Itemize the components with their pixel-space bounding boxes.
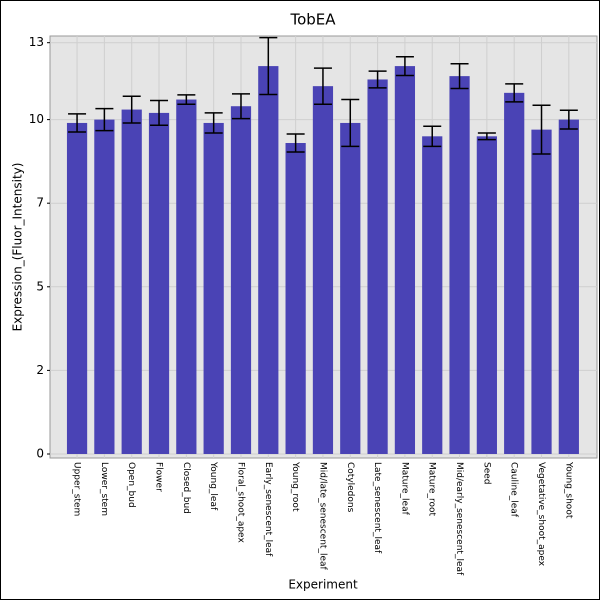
bar bbox=[176, 99, 197, 454]
bar bbox=[367, 79, 388, 454]
x-tick-label: Cotyledons bbox=[345, 462, 355, 513]
bar bbox=[394, 66, 416, 454]
error-bar bbox=[122, 95, 141, 124]
x-tick-label: Vegetative_shoot_apex bbox=[536, 462, 546, 567]
y-tick-label: 13 bbox=[29, 35, 44, 49]
bar bbox=[66, 122, 88, 454]
x-tick-label: Flower bbox=[154, 462, 164, 492]
error-bar bbox=[423, 125, 442, 148]
error-bar bbox=[286, 133, 305, 153]
bar bbox=[422, 136, 443, 454]
x-tick-label: Young_leaf bbox=[208, 461, 218, 511]
x-tick-label: Mature_root bbox=[427, 462, 437, 517]
bar bbox=[203, 122, 224, 454]
y-axis-label: Expression_(Fluor_Intensity) bbox=[11, 163, 25, 332]
error-bar bbox=[450, 63, 469, 90]
bar bbox=[531, 129, 552, 454]
error-bar bbox=[231, 93, 250, 120]
bar bbox=[504, 92, 525, 454]
error-bar bbox=[368, 70, 387, 89]
x-tick-label: Lower_stem bbox=[99, 462, 109, 516]
x-tick-label: Open_bud bbox=[126, 462, 136, 508]
x-tick-label: Seed bbox=[481, 462, 491, 485]
error-bar bbox=[68, 113, 87, 133]
error-bar bbox=[532, 104, 551, 155]
error-bar bbox=[505, 83, 524, 103]
x-tick-label: Closed_bud bbox=[181, 462, 191, 514]
y-tick-label: 2 bbox=[36, 363, 44, 377]
x-tick-label: Late_senescent_leaf bbox=[372, 462, 382, 554]
error-bar bbox=[313, 67, 332, 105]
error-bar bbox=[477, 132, 496, 141]
error-bar bbox=[95, 107, 114, 132]
x-tick-label: Cauline_leaf bbox=[509, 462, 519, 518]
bar bbox=[258, 66, 279, 454]
bar bbox=[285, 143, 306, 454]
y-tick-label: 5 bbox=[36, 279, 44, 293]
x-tick-label: Young_shoot bbox=[563, 461, 573, 519]
x-tick-label: Upper_stem bbox=[72, 462, 82, 516]
x-tick-label: Young_root bbox=[290, 461, 300, 512]
bar bbox=[230, 106, 252, 454]
bar bbox=[476, 136, 497, 454]
error-bar bbox=[395, 55, 414, 77]
x-tick-label: Mid/early_senescent_leaf bbox=[454, 462, 464, 576]
error-bar bbox=[177, 94, 196, 105]
x-axis-label: Experiment bbox=[288, 578, 358, 592]
error-bar bbox=[341, 98, 360, 148]
y-tick-label: 7 bbox=[36, 196, 44, 210]
bar bbox=[94, 119, 115, 454]
bar bbox=[148, 112, 170, 454]
x-tick-label: Mature_leaf bbox=[399, 462, 409, 516]
error-bar bbox=[150, 99, 169, 127]
x-tick-label: Mid/late_senescent_leaf bbox=[317, 462, 327, 571]
bar bbox=[449, 76, 470, 454]
error-bar bbox=[259, 36, 278, 96]
error-bar bbox=[559, 109, 578, 130]
chart-title: TobEA bbox=[289, 11, 336, 29]
x-tick-label: Early_senescent_leaf bbox=[263, 462, 273, 557]
y-tick-label: 0 bbox=[36, 446, 44, 460]
bar bbox=[312, 86, 334, 454]
x-tick-label: Floral_shoot_apex bbox=[235, 462, 245, 543]
bar bbox=[121, 109, 142, 454]
error-bar bbox=[204, 112, 223, 134]
bar bbox=[558, 119, 579, 454]
y-tick-label: 10 bbox=[29, 112, 44, 126]
bar bbox=[340, 122, 361, 454]
